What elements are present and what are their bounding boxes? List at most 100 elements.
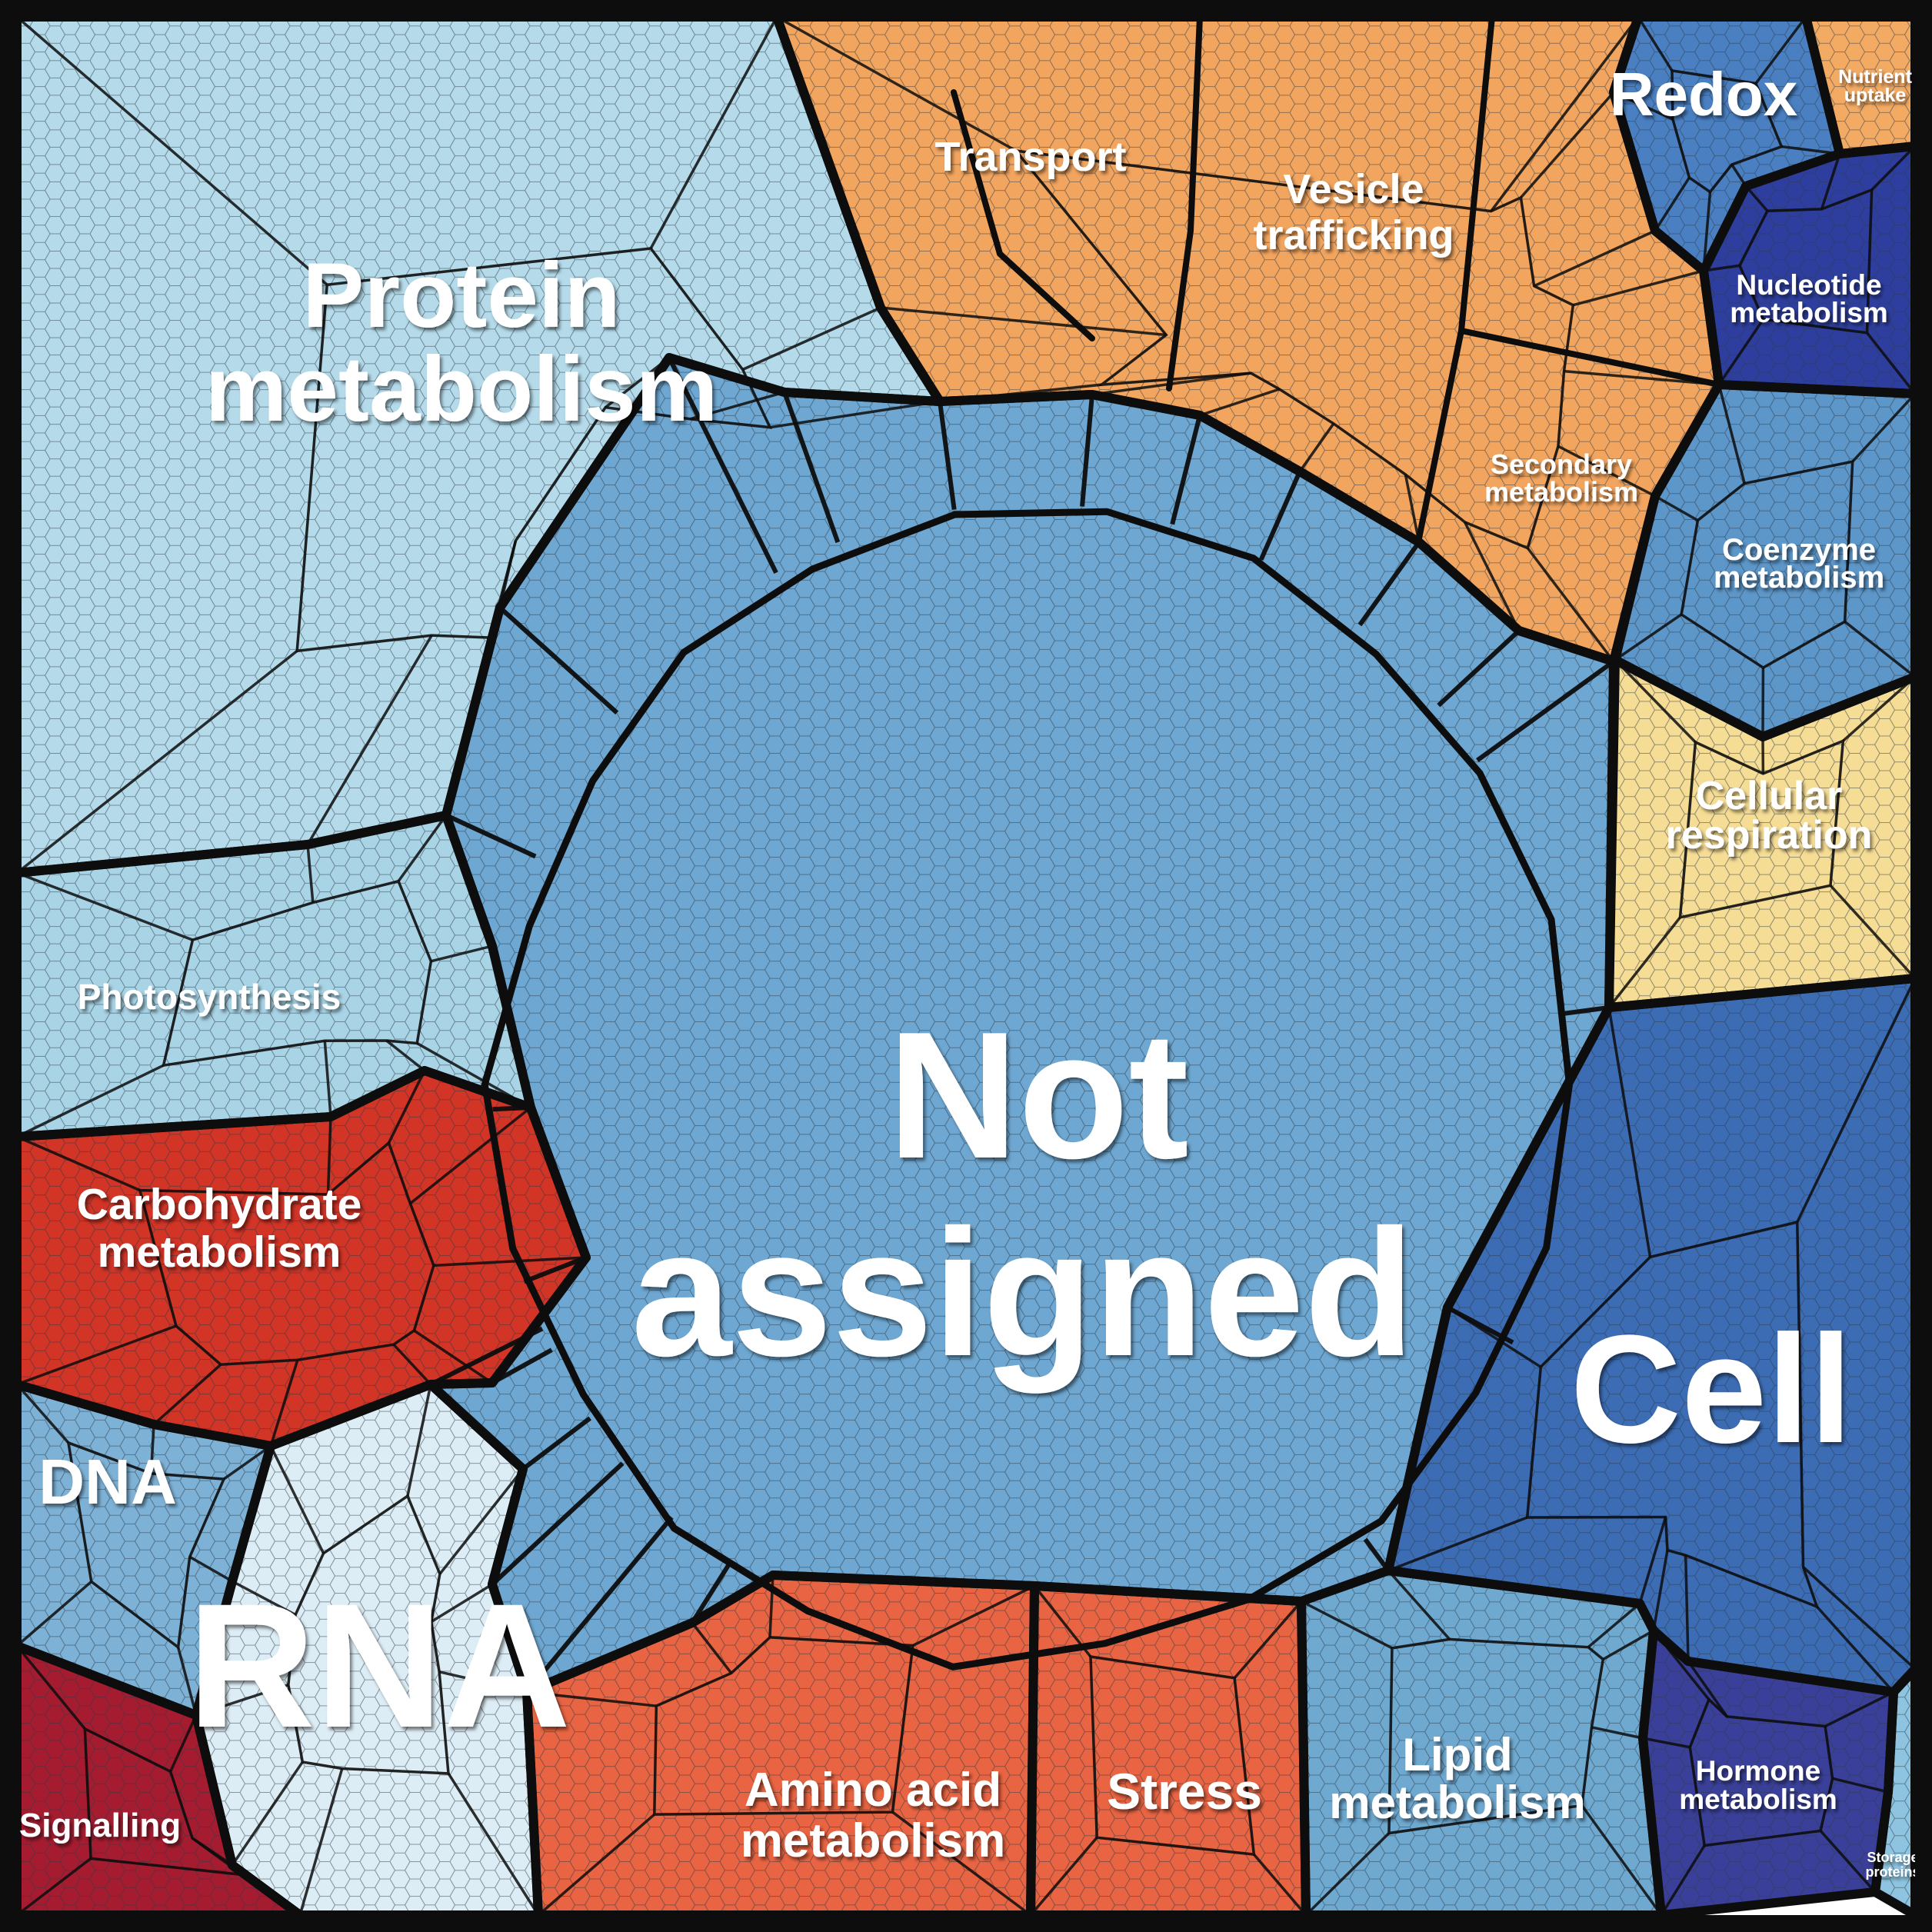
subcell-spoke <box>231 1760 304 1866</box>
subcell-spoke <box>15 650 298 874</box>
subcell-spoke <box>1844 620 1917 678</box>
label-nucleotide-metabolism: metabolism <box>1730 297 1888 328</box>
subcell-spoke <box>392 1343 432 1386</box>
label-transport: Transport <box>934 134 1126 180</box>
label-hormone-metabolism: Hormone <box>1696 1755 1820 1787</box>
ring-spoke <box>1437 628 1521 708</box>
ring-spoke <box>490 1461 625 1587</box>
subcell-spoke <box>1447 1306 1542 1368</box>
subcell-spoke <box>1613 91 1674 121</box>
subcell-spoke <box>1591 1726 1644 1740</box>
subcell-spoke <box>1654 495 1699 522</box>
subcell-spoke <box>1387 1569 1451 1641</box>
subcell-spoke <box>1607 1007 1652 1257</box>
subcell-spoke <box>169 1714 198 1773</box>
subcell-spoke <box>269 1359 299 1447</box>
subcells-rna <box>287 1494 450 1775</box>
region-border-storage-proteins <box>1870 1664 1920 1920</box>
region-borders <box>12 12 1920 1920</box>
subcell-spoke <box>16 1064 165 1138</box>
subcell-spoke <box>1520 91 1615 199</box>
region-pattern-transport-group <box>777 17 1719 661</box>
subcells-redox <box>1671 68 1784 194</box>
subcell-spoke <box>447 1772 540 1916</box>
label-not-assigned: assigned <box>631 1191 1415 1394</box>
ring-spoke <box>782 391 841 544</box>
subcell-spoke <box>16 1324 177 1386</box>
ring-spoke <box>523 1255 588 1284</box>
subcells-cellular-respiration <box>1678 738 1845 920</box>
ring-spoke <box>1170 415 1202 525</box>
region-pattern-cell <box>1388 978 1915 1692</box>
not-assigned-core-border <box>481 508 1574 1671</box>
subcells-hormone-metabolism <box>1688 1697 1834 1847</box>
subcell-spoke <box>1832 1777 1889 1794</box>
ring-spoke <box>1363 1537 1391 1572</box>
label-signalling: Signalling <box>19 1807 181 1844</box>
subcell-spoke <box>1233 1600 1303 1679</box>
subcell-spoke <box>152 1363 222 1426</box>
subcell-spoke <box>1564 369 1720 386</box>
subcell-spoke <box>1637 16 1674 72</box>
subcell-spoke <box>1717 318 1765 385</box>
subcell-spoke <box>1607 916 1681 1009</box>
subcell-spoke <box>1526 547 1615 663</box>
subcells-photosynthesis <box>162 879 433 1068</box>
label-secondary-metabolism: Secondary <box>1491 448 1632 480</box>
label-nucleotide-metabolism: Nucleotide <box>1736 269 1881 301</box>
ring-spoke <box>1357 541 1421 627</box>
subcell-spoke <box>1301 1600 1393 1650</box>
label-rna: RNA <box>188 1567 571 1764</box>
label-cellular-respiration: respiration <box>1666 813 1873 858</box>
subcell-spoke <box>1796 978 1917 1223</box>
label-nutrient-uptake: uptake <box>1844 85 1907 106</box>
label-redox: Redox <box>1610 60 1798 128</box>
ring-spoke <box>491 1347 553 1385</box>
ring-spoke <box>525 1515 674 1694</box>
label-protein-metabolism: Protein <box>302 244 620 347</box>
region-pattern-coenzyme-metabolism <box>1615 385 1915 737</box>
subcell-spoke <box>438 1467 525 1575</box>
subcell-spoke <box>1614 658 1697 744</box>
subcell-spoke <box>769 400 941 429</box>
subcell-spoke <box>15 1644 86 1730</box>
subcell-spoke <box>1842 675 1917 742</box>
subcell-spoke <box>1866 331 1917 395</box>
region-pattern-photosynthesis <box>17 815 531 1137</box>
label-secondary-metabolism: metabolism <box>1484 476 1638 508</box>
internal-border-3 <box>951 89 1095 341</box>
subcell-spoke <box>1298 422 1335 473</box>
label-stress: Stress <box>1107 1763 1262 1820</box>
subcell-spoke <box>326 1116 332 1194</box>
subcell-spoke <box>430 1583 493 1624</box>
subcell-spoke <box>232 1580 296 1617</box>
label-carbohydrate-metabolism: metabolism <box>98 1227 341 1277</box>
subcell-spoke <box>387 1070 426 1144</box>
sub-borders <box>15 14 1917 1917</box>
subcell-spoke <box>1652 1550 1669 1631</box>
label-storage-proteins: Storage <box>1867 1850 1918 1865</box>
region-pattern-carbohydrate-metabolism <box>17 1071 586 1446</box>
region-pattern-amino-acid-metabolism <box>527 1575 1034 1915</box>
label-vesicle-trafficking: Vesicle <box>1283 166 1424 212</box>
label-hormone-metabolism: metabolism <box>1679 1784 1837 1815</box>
subcell-spoke <box>537 1813 655 1917</box>
label-coenzyme-metabolism: metabolism <box>1714 561 1884 595</box>
subcell-spoke <box>1816 1605 1895 1694</box>
label-protein-metabolism: metabolism <box>205 338 718 441</box>
subcell-spoke <box>15 1857 92 1917</box>
subcells-transport-group <box>1012 148 1575 550</box>
subcell-spoke <box>1253 1853 1307 1917</box>
subcell-spoke <box>195 1684 289 1717</box>
region-border-photosynthesis <box>12 811 535 1141</box>
subcell-spoke <box>1703 264 1740 272</box>
subcell-spoke <box>1687 1660 1728 1717</box>
label-vesicle-trafficking: trafficking <box>1253 212 1454 258</box>
region-pattern-protein-metabolism <box>17 17 940 873</box>
subcell-spoke <box>15 1581 92 1647</box>
subcell-spoke <box>298 1767 344 1916</box>
subcell-spoke <box>880 306 1167 337</box>
